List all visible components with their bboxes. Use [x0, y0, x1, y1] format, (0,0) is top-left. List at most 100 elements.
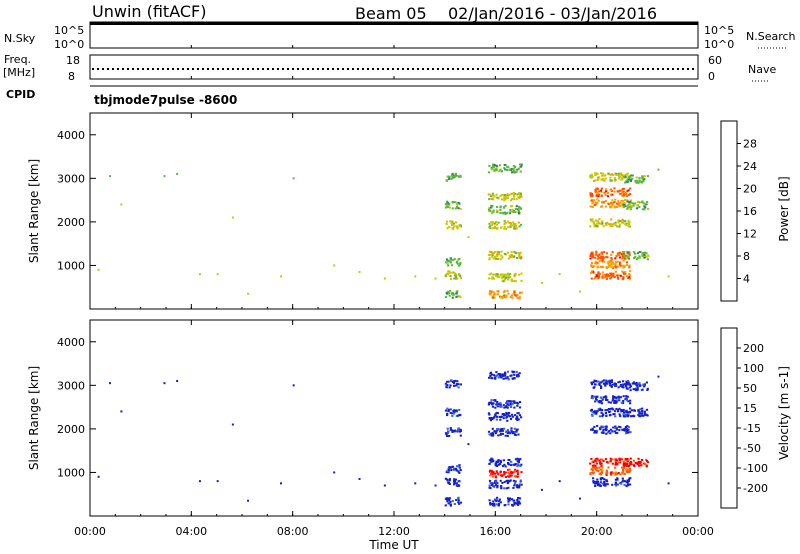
- echo-cell: [509, 221, 512, 224]
- echo-cell: [513, 401, 516, 404]
- echo-cell: [502, 404, 505, 407]
- echo-cell: [446, 290, 450, 293]
- echo-cell: [598, 466, 601, 469]
- echo-cell: [444, 275, 447, 278]
- echo-cell: [488, 376, 491, 379]
- echo-cluster: [444, 200, 462, 210]
- echo-cell: [630, 201, 633, 204]
- echo-cell: [590, 413, 593, 416]
- echo-cell: [487, 412, 490, 415]
- echo-cell: [625, 381, 628, 384]
- echo-cell: [507, 378, 510, 381]
- echo-cell: [508, 468, 511, 471]
- echo-cell: [591, 429, 594, 431]
- echo-point: [247, 292, 250, 295]
- echo-point: [198, 273, 201, 276]
- echo-cell: [621, 270, 624, 273]
- echo-cell: [509, 254, 512, 257]
- echo-cell: [453, 481, 456, 484]
- colorbar-tick-label: 15: [743, 402, 757, 415]
- echo-cell: [510, 199, 513, 202]
- echo-cell: [591, 199, 594, 202]
- echo-cell: [638, 415, 641, 418]
- echo-cell: [624, 464, 627, 466]
- echo-cell: [612, 201, 615, 204]
- echo-cell: [621, 219, 624, 222]
- echo-point: [109, 175, 111, 178]
- echo-cell: [600, 402, 604, 405]
- echo-cell: [507, 462, 510, 465]
- echo-cell: [516, 419, 519, 421]
- echo-cell: [628, 225, 631, 228]
- cpid-label: CPID: [6, 88, 35, 101]
- colorbar-frame: [720, 120, 738, 302]
- echo-cell: [502, 275, 505, 278]
- echo-cell: [603, 174, 606, 177]
- echo-cluster: [445, 257, 462, 267]
- echo-cell: [621, 178, 624, 181]
- echo-cell: [453, 483, 456, 486]
- echo-cell: [510, 210, 513, 213]
- echo-cell: [618, 457, 621, 460]
- echo-cell: [641, 177, 644, 180]
- echo-cell: [624, 413, 627, 416]
- echo-cell: [621, 480, 624, 483]
- echo-point: [540, 488, 543, 491]
- echo-cell: [620, 410, 623, 413]
- echo-cell: [592, 179, 596, 182]
- colorbar-tick-label: 28: [743, 138, 757, 151]
- echo-cell: [497, 460, 500, 463]
- echo-cell: [489, 250, 492, 253]
- echo-cell: [449, 503, 452, 506]
- echo-cell: [622, 206, 625, 209]
- echo-cell: [457, 470, 460, 473]
- echo-cell: [622, 470, 625, 473]
- echo-cell: [505, 487, 508, 490]
- echo-cell: [458, 413, 461, 416]
- echo-cell: [493, 294, 496, 297]
- echo-cell: [495, 403, 498, 406]
- echo-cell: [638, 176, 641, 179]
- echo-cell: [645, 252, 648, 255]
- echo-cell: [623, 428, 626, 431]
- echo-cell: [636, 385, 639, 388]
- echo-cell: [490, 168, 494, 171]
- echo-cell: [453, 382, 456, 384]
- echo-cell: [451, 429, 454, 432]
- echo-cell: [620, 409, 624, 411]
- echo-cell: [496, 227, 499, 230]
- echo-cell: [448, 294, 451, 297]
- echo-cell: [500, 170, 503, 173]
- echo-cell: [513, 293, 516, 296]
- echo-cell: [613, 276, 616, 278]
- echo-cell: [496, 415, 499, 418]
- echo-cell: [508, 193, 511, 196]
- echo-cell: [457, 383, 460, 386]
- echo-cell: [632, 388, 635, 391]
- echo-cell: [646, 461, 650, 464]
- echo-cell: [646, 201, 649, 203]
- echo-cell: [600, 178, 603, 181]
- echo-cell: [501, 432, 504, 435]
- echo-cell: [616, 265, 619, 268]
- echo-cell: [590, 457, 593, 460]
- echo-cell: [514, 458, 517, 461]
- echo-cluster: [592, 477, 632, 488]
- echo-cell: [625, 398, 628, 401]
- echo-cell: [638, 462, 641, 465]
- echo-cell: [451, 172, 454, 175]
- nsky-tick-top: 10^5: [54, 24, 84, 37]
- echo-cell: [602, 432, 605, 434]
- echo-cell: [514, 502, 517, 505]
- echo-cell: [599, 257, 602, 260]
- echo-cell: [633, 465, 636, 467]
- echo-cell: [641, 410, 644, 412]
- echo-cell: [517, 433, 520, 436]
- colorbar-tick-label: 100: [743, 362, 764, 375]
- echo-cell: [640, 412, 643, 415]
- echo-cell: [624, 223, 627, 226]
- echo-cell: [591, 466, 594, 469]
- echo-cell: [499, 418, 502, 421]
- echo-cell: [488, 401, 491, 404]
- echo-cell: [499, 258, 502, 261]
